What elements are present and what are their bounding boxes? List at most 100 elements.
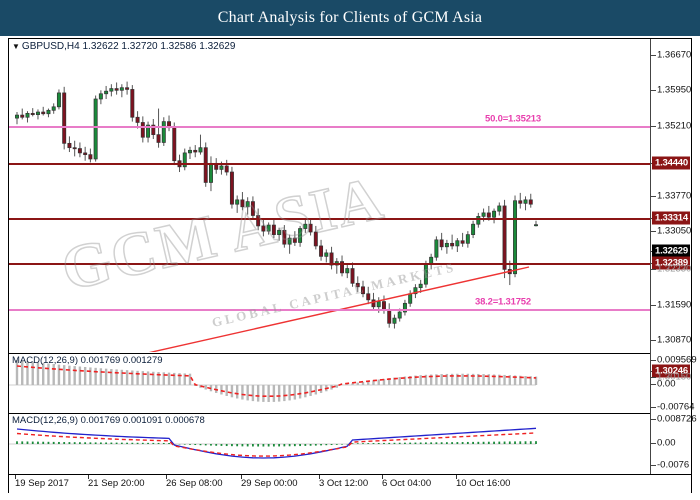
- price-label-1.32389: 1.32389: [652, 256, 690, 270]
- price-label-1.32629: 1.32629: [652, 244, 690, 258]
- candle-body: [25, 112, 30, 118]
- candle-body: [104, 90, 109, 95]
- candle-body: [203, 147, 208, 183]
- candle-body: [492, 210, 497, 218]
- resistance-1.33314[interactable]: [9, 218, 650, 220]
- price-label-1.34440: 1.34440: [652, 156, 690, 170]
- price-label-1.33050: 1.33050: [657, 225, 692, 237]
- candle-body: [434, 239, 439, 258]
- candle-body: [350, 268, 355, 284]
- page-title: Chart Analysis for Clients of GCM Asia: [217, 9, 483, 26]
- price-scale[interactable]: 1.36670 1.35950 1.35210 1.34440 1.33770 1.333…: [650, 39, 697, 474]
- chevron-down-icon[interactable]: ▼: [12, 42, 20, 51]
- scale-tick: [651, 419, 656, 420]
- scale-tick: [651, 231, 656, 232]
- support-1.31752-label: 38.2=1.31752: [475, 296, 531, 308]
- price-label-1.33314: 1.33314: [652, 211, 690, 225]
- candle-body: [502, 205, 507, 270]
- candle-body: [298, 228, 303, 243]
- macd1-label-0.00: 0.00: [657, 378, 676, 390]
- candle-body: [528, 199, 533, 205]
- macd1-label-0.009569: 0.009569: [657, 354, 697, 366]
- candle-body: [114, 88, 119, 91]
- candle-body: [88, 154, 93, 160]
- candle-body: [465, 234, 470, 244]
- price-label-1.30150: 1.30150: [657, 371, 692, 383]
- time-label: 10 Oct 16:00: [456, 478, 511, 489]
- candle-body: [355, 282, 360, 288]
- candle-body: [361, 286, 365, 295]
- macd-panel-2[interactable]: MACD(12,26,9) 0.001769 0.001091 0.000678: [9, 413, 650, 473]
- scale-tick: [651, 126, 656, 127]
- candle-body: [308, 223, 313, 233]
- candle-body: [119, 87, 124, 91]
- candle-body: [366, 293, 371, 301]
- support-1.31752[interactable]: [9, 309, 650, 311]
- scale-tick: [651, 384, 656, 385]
- macd-panel-1[interactable]: MACD(12,26,9) 0.001769 0.001279: [9, 353, 650, 412]
- candle-body: [67, 142, 72, 149]
- candle-body: [444, 242, 449, 248]
- symbol-header: ▼ GBPUSD,H4 1.32622 1.32720 1.32586 1.326…: [12, 41, 235, 52]
- scale-tick: [651, 55, 656, 56]
- time-label: 6 Oct 04:00: [382, 478, 432, 489]
- candle-body: [250, 201, 255, 216]
- candle-body: [534, 224, 538, 227]
- candle-body: [513, 200, 518, 275]
- candle-body: [93, 98, 98, 160]
- candle-body: [235, 199, 240, 205]
- price-label-1.36670: 1.36670: [657, 49, 692, 61]
- candle-body: [471, 223, 476, 235]
- candle-body: [319, 245, 324, 257]
- candle-body: [41, 111, 46, 115]
- candle-body: [340, 261, 345, 274]
- time-axis[interactable]: 19 Sep 2017 21 Sep 20:00 26 Sep 08:00 29 Se…: [9, 474, 691, 493]
- time-label: 21 Sep 20:00: [88, 478, 145, 489]
- price-label-1.31590: 1.31590: [657, 299, 692, 311]
- candle-body: [83, 152, 88, 155]
- time-tick: [166, 475, 167, 479]
- candle-body: [146, 124, 151, 138]
- candle-body: [324, 252, 329, 257]
- candle-body: [397, 311, 402, 319]
- candle-body: [376, 301, 381, 308]
- scale-tick: [651, 340, 656, 341]
- macd-panel-1-series: [9, 360, 538, 402]
- symbol-ohlc-text: GBPUSD,H4 1.32622 1.32720 1.32586 1.3262…: [21, 41, 236, 52]
- candle-body: [229, 171, 234, 205]
- resistance-1.34440[interactable]: [9, 163, 650, 165]
- candle-body: [292, 237, 297, 243]
- candle-body: [450, 242, 455, 247]
- price-label-1.32330: 1.32330: [657, 263, 692, 275]
- candle-body: [476, 216, 481, 225]
- resistance-1.35213[interactable]: [9, 126, 650, 128]
- ascending-trendline[interactable]: [19, 266, 530, 352]
- candle-body: [198, 147, 203, 153]
- candle-body: [481, 212, 486, 217]
- candle-body: [219, 165, 224, 170]
- candlestick-series: [15, 81, 538, 352]
- candle-body: [245, 201, 250, 208]
- candle-body: [486, 212, 491, 218]
- macd1-label--0.00764: -0.00764: [657, 401, 695, 413]
- candle-body: [423, 263, 428, 285]
- candle-body: [523, 199, 528, 204]
- time-label: 29 Sep 00:00: [241, 478, 298, 489]
- candle-body: [193, 149, 198, 153]
- scale-tick: [651, 196, 656, 197]
- candle-body: [140, 122, 145, 138]
- time-tick: [319, 475, 320, 479]
- price-pane[interactable]: ▼ GBPUSD,H4 1.32622 1.32720 1.32586 1.326…: [9, 39, 650, 352]
- candle-body: [413, 287, 418, 295]
- candle-body: [497, 205, 502, 212]
- candle-body: [408, 293, 413, 304]
- candle-body: [392, 317, 397, 324]
- candle-body: [460, 240, 465, 244]
- candle-body: [109, 88, 114, 92]
- resistance-1.32389[interactable]: [9, 263, 650, 265]
- scale-tick: [651, 360, 656, 361]
- candle-body: [387, 309, 392, 324]
- candle-body: [172, 127, 177, 162]
- price-label-1.30870: 1.30870: [657, 334, 692, 346]
